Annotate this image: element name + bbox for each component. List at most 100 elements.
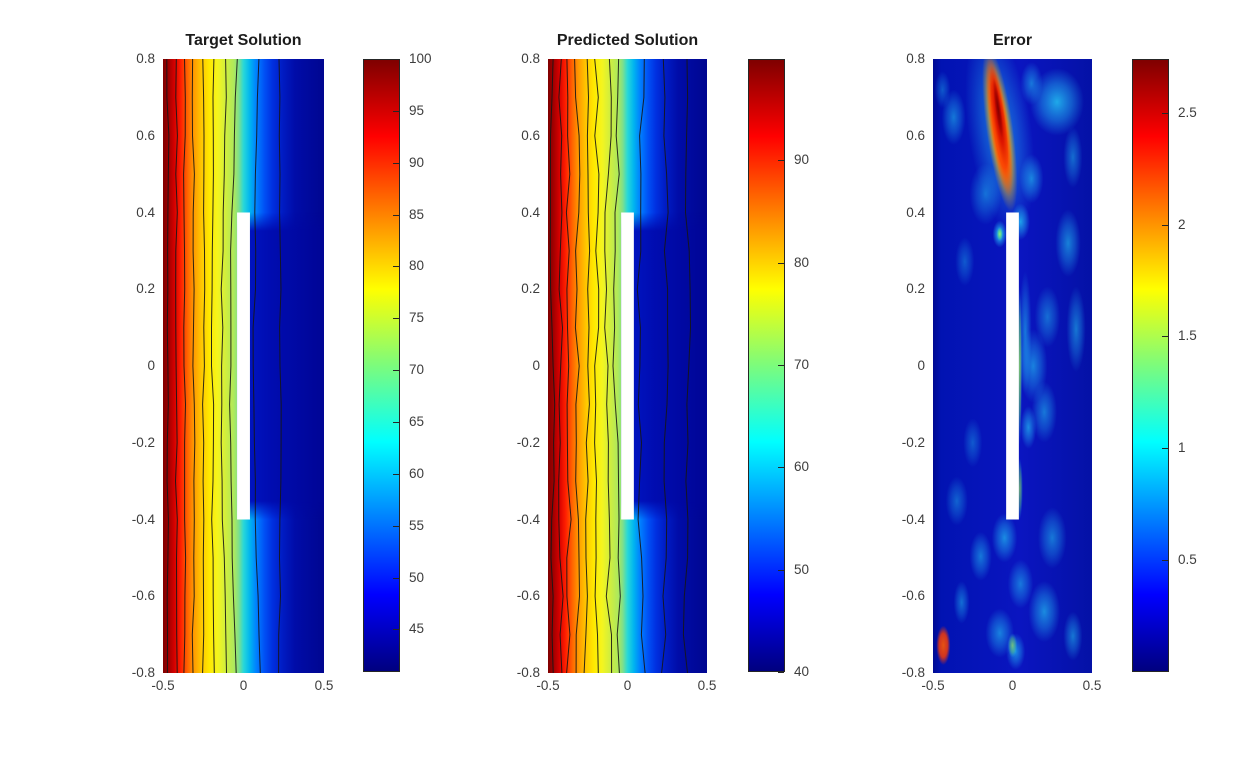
colorbar-tick-label: 60 [794,459,810,475]
contour-line [661,59,669,673]
y-tick-label: 0 [147,358,155,373]
colorbar-tick-label: 65 [409,414,425,430]
colorbar-tick-mark [393,59,399,60]
y-tick-label: -0.8 [901,665,925,680]
error-cyan-patch [953,580,970,624]
x-tick-label: 0.5 [314,678,334,693]
contour-line [549,59,556,673]
colorbar-tick-label: 1.5 [1178,328,1197,344]
contour-line [183,59,187,673]
y-tick-label: -0.6 [901,588,925,604]
colorbar-tick-mark [1162,336,1168,338]
error-cyan-patch [1007,559,1034,609]
plot-title-error: Error [992,32,1033,49]
error-cyan-patch [1020,405,1037,449]
error-cyan-patch [969,531,992,581]
x-tick-label: -0.5 [536,678,560,693]
error-cyan-patch [934,71,951,109]
x-tick-label: -0.5 [151,678,175,693]
error-green-patch [1007,633,1018,658]
colorbar-tick-label: 80 [794,254,810,270]
colorbar-tick-mark [393,577,399,579]
colorbar-tick-label: 45 [409,621,425,637]
contour-line [202,59,206,673]
plot-title-predicted-solution: Predicted Solution [556,32,699,49]
y-tick-label: 0.8 [136,51,155,66]
colorbar-tick-label: 85 [409,206,425,222]
contour-line [612,59,621,673]
contour-line [166,59,170,673]
error-orange-dot [936,625,951,666]
y-tick-label: 0.8 [906,51,925,66]
colorbar-tick-mark [1162,448,1168,450]
contour-line [278,59,282,673]
colorbar-tick-mark [778,262,784,264]
error-hotspot-flame [965,59,1035,234]
y-tick-label: -0.8 [131,665,155,680]
y-tick-label: 0 [532,358,540,373]
contour-line [191,59,196,673]
contour-line [229,59,238,673]
error-cyan-patch [1063,126,1083,188]
colorbar-tick-mark [393,370,399,372]
y-tick-label: -0.6 [516,588,540,604]
colorbar-tick-mark [778,569,784,571]
colorbar-tick-mark [393,473,399,475]
y-tick-label: -0.2 [516,434,540,450]
plot-title-target-solution: Target Solution [185,32,302,49]
contour-line [211,59,215,673]
colorbar-tick-mark [393,318,399,320]
colorbar-tick-mark [393,629,399,631]
error-cyan-patch [1034,286,1061,348]
y-tick-label: -0.4 [131,511,155,527]
contour-line [583,59,591,673]
colorbar-tick-mark [393,266,399,268]
colorbar-tick-mark [778,672,784,673]
error-cyan-patch [963,418,983,468]
contour-line [574,59,581,673]
colorbar-tick-mark [393,110,399,112]
contour-line [565,59,572,673]
contour-line [174,59,178,673]
contour-line [252,59,261,673]
slab-obstacle [1006,212,1019,520]
error-cyan-patch [1055,209,1081,277]
error-cyan-patch [945,476,968,526]
y-tick-label: 0.4 [136,204,155,220]
y-tick-label: 0.8 [521,51,540,66]
colorbar-tick-mark [393,162,399,164]
y-tick-label: 0.2 [521,281,540,297]
error-cyan-patch [991,513,1018,563]
colorbar-tick-label: 1 [1178,440,1186,456]
y-tick-label: 0 [917,358,925,373]
colorbar-tick-label: 90 [794,152,810,168]
error-cyan-patch [1066,286,1086,373]
colorbar-tick-label: 80 [409,258,425,274]
colorbar-tick-label: 2.5 [1178,104,1197,120]
y-tick-label: -0.4 [516,511,540,527]
contour-line [636,59,646,673]
colorbar-tick-mark [778,364,784,366]
colorbar-tick-mark [393,525,399,527]
slab-obstacle [621,212,634,520]
colorbar [1132,59,1169,672]
y-tick-label: -0.4 [901,511,925,527]
heatmap-field-0 [163,59,324,673]
error-cyan-patch [1028,580,1061,643]
x-tick-label: 0 [239,678,248,693]
y-tick-label: 0.6 [521,127,540,143]
y-tick-label: 0.4 [906,204,925,220]
error-cyan-patch [1029,68,1085,136]
colorbar-tick-label: 95 [409,102,425,118]
contour-line [682,59,692,673]
colorbar-tick-mark [778,467,784,469]
y-tick-label: -0.6 [131,588,155,604]
colorbar-tick-label: 70 [409,362,425,378]
y-tick-label: 0.4 [521,204,540,220]
colorbar-tick-label: 90 [409,154,425,170]
y-tick-label: 0.2 [906,281,925,297]
x-tick-label: 0 [623,678,632,693]
colorbar-tick-mark [1162,224,1168,226]
error-cyan-patch [1037,507,1067,569]
